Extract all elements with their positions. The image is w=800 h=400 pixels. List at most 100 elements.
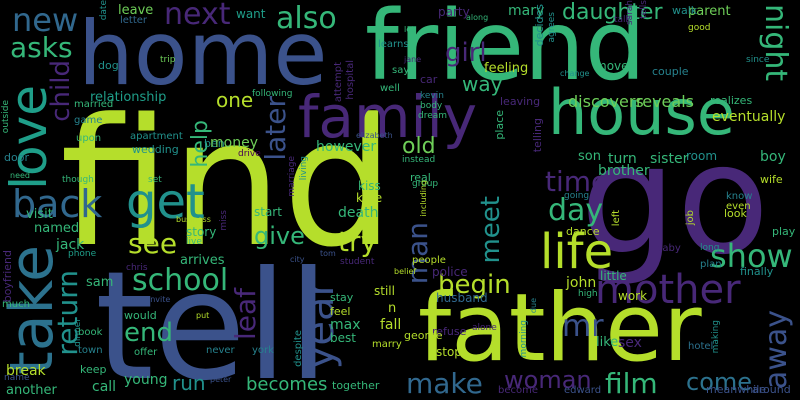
word-home: home	[78, 2, 328, 105]
word-following: following	[252, 89, 293, 99]
word-named: named	[34, 221, 80, 236]
word-set: set	[148, 175, 162, 185]
word-decides: decides	[533, 4, 546, 47]
word-turn: turn	[608, 151, 637, 167]
word-dream: dream	[418, 111, 448, 121]
word-story: story	[186, 225, 217, 239]
word-student: student	[340, 257, 375, 267]
word-son: son	[578, 149, 601, 164]
word-child: child	[46, 60, 76, 122]
word-later: later	[259, 96, 292, 161]
word-run: run	[172, 371, 206, 395]
word-away: away	[759, 310, 794, 390]
word-high: high	[578, 289, 598, 299]
word-outside: outside	[1, 100, 11, 134]
word-finally: finally	[740, 265, 774, 278]
word-making: making	[711, 320, 721, 354]
word-work: work	[618, 289, 648, 303]
word-change: change	[560, 69, 590, 78]
word-max: max	[330, 317, 361, 333]
word-get: get	[126, 174, 205, 230]
word-n: n	[388, 301, 397, 316]
word-edward: edward	[564, 385, 602, 396]
word-find: find	[60, 81, 395, 286]
word-way: way	[462, 72, 503, 96]
word-fall: fall	[380, 317, 402, 333]
word-long: long	[700, 243, 720, 253]
word-move: move	[595, 59, 629, 73]
word-miss: miss	[219, 210, 229, 231]
word-time: time	[545, 165, 609, 198]
word-however: however	[316, 139, 377, 155]
word-need: need	[10, 171, 30, 180]
word-meanwhile: meanwhile	[706, 383, 767, 396]
word-also: also	[276, 1, 337, 36]
word-see: see	[128, 227, 178, 260]
word-break: break	[6, 363, 46, 379]
word-becomes: becomes	[246, 374, 328, 395]
word-good: good	[688, 23, 711, 33]
word-dinner: dinner	[73, 318, 83, 347]
word-woman: woman	[504, 366, 592, 394]
word-name: name	[4, 373, 30, 383]
word-dance: dance	[566, 225, 600, 238]
word-begin: begin	[438, 270, 511, 300]
word-realizes: realizes	[710, 94, 753, 107]
word-business: business	[176, 215, 211, 224]
word-best: best	[330, 331, 356, 345]
word-married: married	[74, 99, 114, 110]
word-ben: ben	[204, 137, 225, 150]
word-york: york	[252, 345, 274, 356]
word-city: city	[290, 255, 305, 264]
word-arrives: arrives	[180, 253, 225, 268]
word-know: know	[726, 191, 753, 202]
word-stay: stay	[330, 291, 354, 304]
word-start: start	[254, 205, 282, 219]
word-house: house	[548, 76, 735, 149]
word-tell: tell	[95, 240, 330, 400]
word-date: date	[99, 0, 109, 21]
word-visit: visit	[26, 207, 53, 222]
word-parent: parent	[688, 4, 731, 19]
word-mary: mary	[508, 3, 545, 19]
word-give: give	[254, 222, 305, 250]
word-film: film	[605, 367, 658, 400]
word-discovers: discovers	[568, 92, 644, 111]
word-sister: sister	[650, 151, 689, 167]
word-next: next	[164, 0, 231, 32]
word-kiss: kiss	[358, 179, 381, 193]
word-say: say	[392, 65, 410, 76]
word-one: one	[216, 88, 254, 112]
word-never: never	[206, 345, 235, 356]
word-death: death	[338, 205, 379, 221]
word-would: would	[124, 309, 157, 322]
word-learns: learns	[378, 39, 409, 50]
word-refuse: refuse	[432, 325, 467, 338]
word-kevin: kevin	[420, 91, 444, 101]
word-people: people	[412, 255, 446, 266]
word-night: night	[758, 4, 793, 82]
word-marriage: marriage	[287, 156, 297, 197]
word-make: make	[406, 367, 483, 400]
word-town: town	[78, 345, 103, 356]
word-drive: drive	[238, 149, 261, 159]
word-live: live	[186, 237, 202, 247]
word-hotel: hotel	[688, 341, 714, 352]
word-plan: plan	[700, 259, 722, 270]
word-family: family	[298, 83, 478, 151]
word-mother: mother	[595, 267, 741, 313]
word-jane: jane	[404, 55, 422, 64]
word-book: book	[78, 327, 103, 338]
word-sarah: sarah	[625, 0, 635, 26]
word-reveals: reveals	[636, 92, 694, 111]
word-real: real	[410, 171, 431, 184]
word-morning: morning	[519, 320, 529, 358]
word-jack: jack	[56, 237, 85, 253]
word-little: little	[600, 269, 627, 283]
word-daughter: daughter	[562, 0, 663, 25]
word-money: money	[210, 135, 258, 151]
word-john: john	[566, 275, 597, 291]
word-leaf: leaf	[229, 288, 262, 341]
word-day: day	[548, 193, 604, 228]
